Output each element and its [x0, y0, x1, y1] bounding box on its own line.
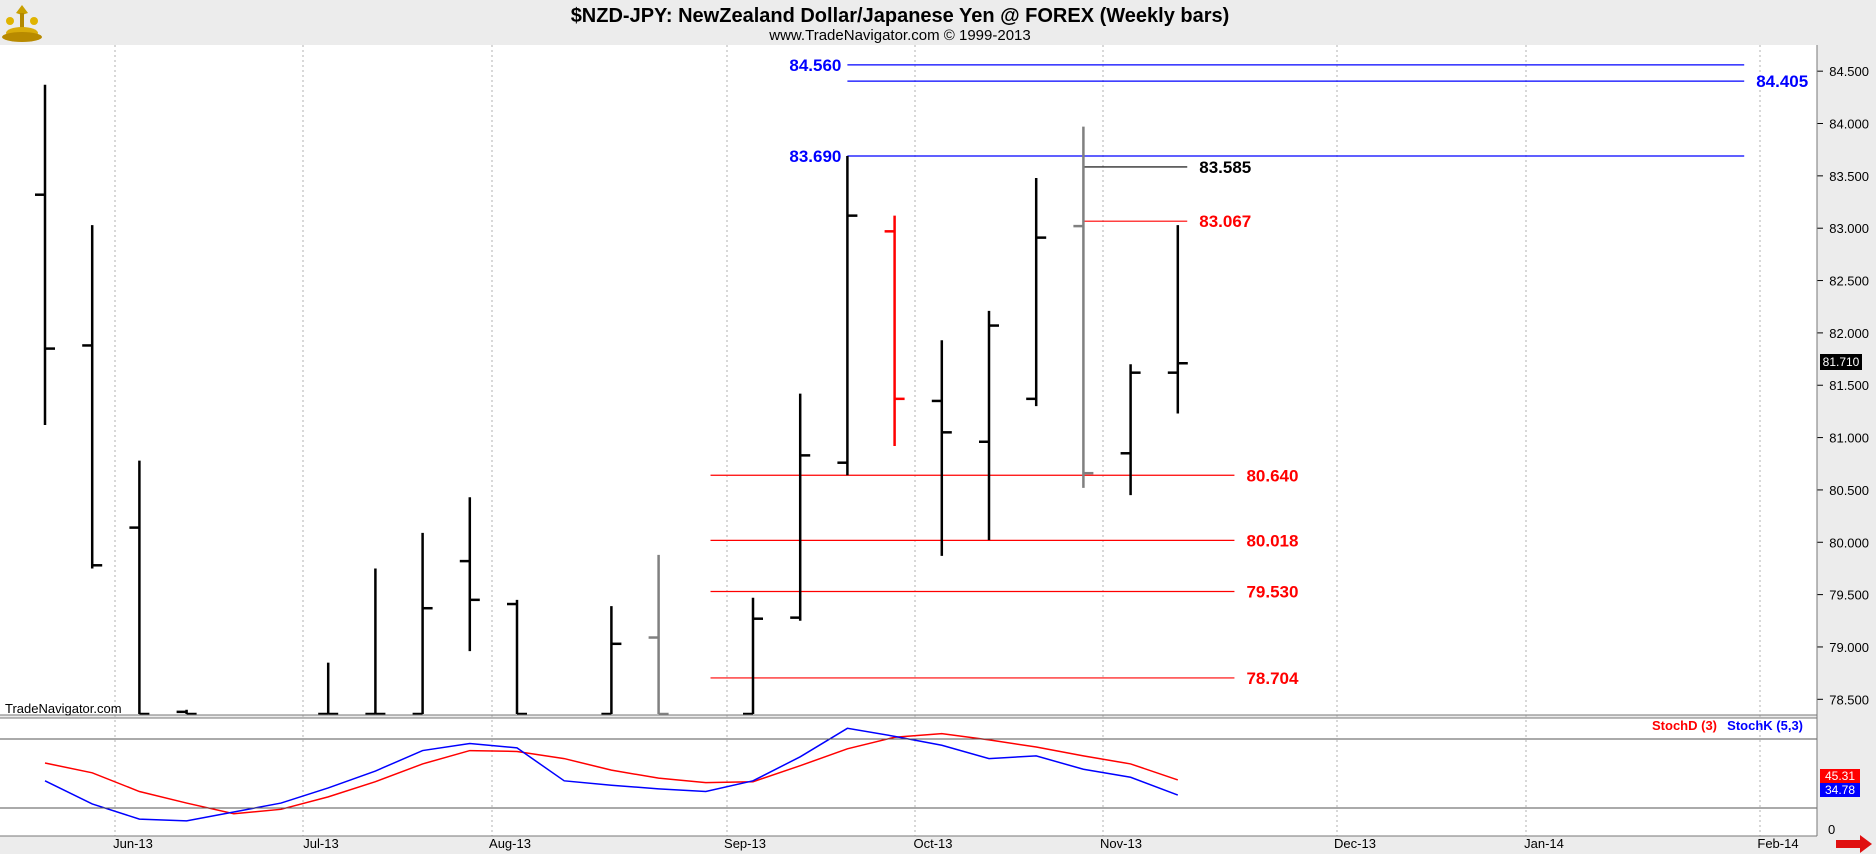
level-label: 83.585 — [1199, 158, 1251, 177]
level-label: 78.704 — [1246, 669, 1299, 688]
scroll-right-arrow-icon[interactable] — [1836, 835, 1872, 853]
y-tick-label: 80.000 — [1829, 535, 1869, 550]
x-tick-label: Aug-13 — [489, 836, 531, 851]
x-tick-label: Sep-13 — [724, 836, 766, 851]
y-tick-label: 79.500 — [1829, 588, 1869, 603]
level-label: 79.530 — [1246, 582, 1298, 601]
y-tick-label: 83.500 — [1829, 169, 1869, 184]
watermark-label: TradeNavigator.com — [5, 701, 122, 716]
legend-stochk: StochK (5,3) — [1727, 718, 1803, 733]
y-tick-label: 78.500 — [1829, 692, 1869, 707]
y-tick-label: 82.500 — [1829, 274, 1869, 289]
x-tick-label: Oct-13 — [913, 836, 952, 851]
y-tick-label: 82.000 — [1829, 326, 1869, 341]
y-tick-label: 84.500 — [1829, 64, 1869, 79]
stoch-line-stochk — [44, 727, 1179, 822]
price-bars — [35, 84, 1188, 716]
stoch-line-stochd — [44, 732, 1179, 815]
chart-subtitle: www.TradeNavigator.com © 1999-2013 — [768, 27, 1030, 44]
trade-navigator-logo — [2, 5, 42, 42]
chart-title: $NZD-JPY: NewZealand Dollar/Japanese Yen… — [571, 5, 1230, 27]
grid-lines — [114, 45, 1761, 836]
stoch-tick-label: 0 — [1828, 822, 1835, 837]
level-label: 84.405 — [1756, 72, 1808, 91]
x-tick-label: Jun-13 — [113, 836, 153, 851]
legend-stochd: StochD (3) — [1652, 718, 1717, 733]
y-tick-label: 81.500 — [1829, 378, 1869, 393]
y-tick-label: 80.500 — [1829, 483, 1869, 498]
stochk-value: 34.78 — [1825, 783, 1855, 797]
y-tick-label: 83.000 — [1829, 221, 1869, 236]
stochd-value: 45.31 — [1825, 769, 1855, 783]
level-label: 83.690 — [789, 147, 841, 166]
level-label: 80.640 — [1246, 466, 1298, 485]
last-price-badge — [1820, 354, 1862, 370]
stochd-value-badge — [1820, 769, 1860, 783]
support-resistance-levels: 84.560 84.405 83.690 83.585 83.067 80.640 80.0… — [710, 56, 1808, 688]
x-tick-label: Dec-13 — [1334, 836, 1376, 851]
x-tick-label: Jan-14 — [1524, 836, 1564, 851]
y-tick-label: 79.000 — [1829, 640, 1869, 655]
x-tick-label: Nov-13 — [1100, 836, 1142, 851]
level-label: 83.067 — [1199, 212, 1251, 231]
stochk-value-badge — [1820, 783, 1860, 797]
x-tick-label: Jul-13 — [303, 836, 338, 851]
y-tick-label: 84.000 — [1829, 117, 1869, 132]
x-tick-label: Feb-14 — [1757, 836, 1798, 851]
stochastic-lines — [44, 727, 1179, 822]
price-axis: 78.500 79.000 79.500 80.000 80.500 81.000 81.5… — [1817, 64, 1869, 837]
price-panel — [0, 45, 1817, 715]
y-tick-label: 81.000 — [1829, 431, 1869, 446]
level-label: 80.018 — [1246, 531, 1298, 550]
date-axis: Jun-13 Jul-13 Aug-13 Sep-13 Oct-13 Nov-13 Dec-… — [113, 836, 1798, 851]
level-label: 84.560 — [789, 56, 841, 75]
last-price-value: 81.710 — [1823, 355, 1860, 369]
